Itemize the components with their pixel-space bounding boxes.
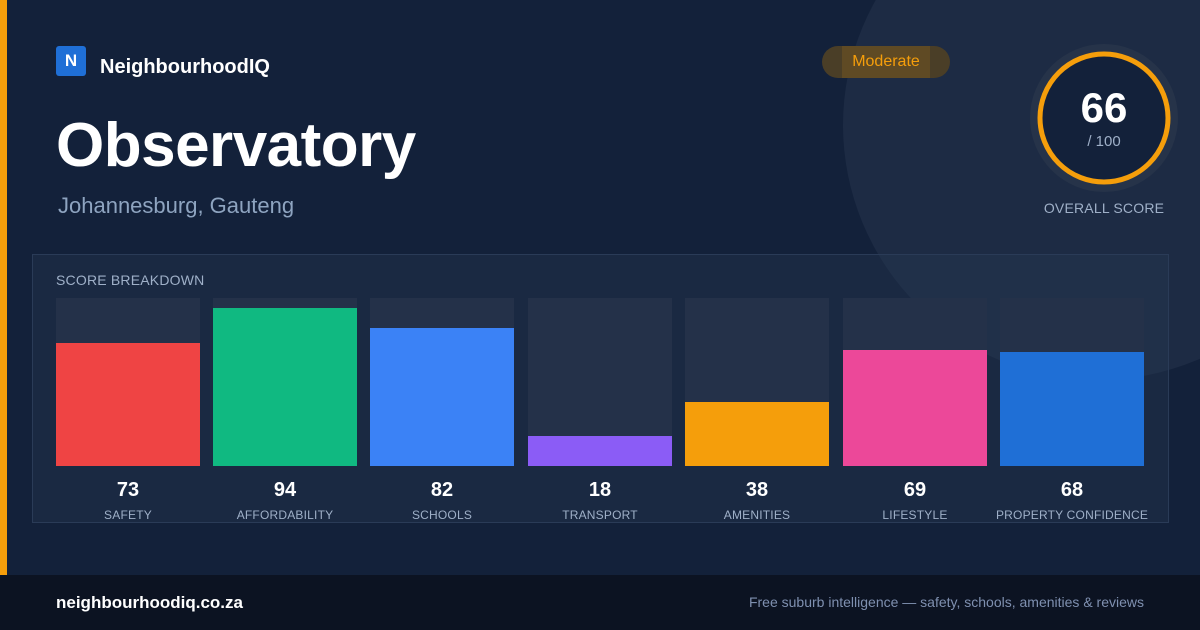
brand[interactable]: N NeighbourhoodIQ (56, 46, 270, 78)
score-item-safety: 73 SAFETY (56, 298, 200, 528)
suburb-location: Johannesburg, Gauteng (58, 193, 295, 218)
score-bar (56, 343, 200, 466)
brand-logo-icon: N (56, 46, 86, 76)
score-ring (1030, 44, 1178, 192)
score-item-affordability: 94 AFFORDABILITY (213, 298, 357, 528)
overall-score-value: 66 (1080, 84, 1128, 131)
score-bar (1000, 352, 1144, 466)
footer-tagline: Free suburb intelligence — safety, schoo… (748, 594, 1144, 610)
score-ring-inner (1042, 56, 1166, 180)
score-ring-arc (1037, 51, 1171, 185)
overall-score-max: / 100 (1087, 133, 1121, 150)
score-bar (685, 402, 829, 466)
score-bar-track (56, 298, 200, 466)
score-bar (213, 308, 357, 466)
score-bar-track (1000, 298, 1144, 466)
score-item-schools: 82 SCHOOLS (370, 298, 514, 528)
score-item-lifestyle: 69 LIFESTYLE (843, 298, 987, 528)
score-bar-value: 38 (745, 479, 769, 501)
score-bar-label: TRANSPORT (562, 508, 638, 522)
score-bar-track (370, 298, 514, 466)
score-bar-value: 18 (588, 479, 612, 501)
overall-score-label: OVERALL SCORE (1043, 200, 1165, 216)
score-item-amenities: 38 AMENITIES (685, 298, 829, 528)
footer-url[interactable]: neighbourhoodiq.co.za (56, 593, 243, 612)
score-bar-label: PROPERTY CONFIDENCE (995, 508, 1149, 522)
suburb-title: Observatory (56, 111, 416, 180)
brand-name: NeighbourhoodIQ (100, 55, 270, 78)
score-bar-value: 94 (273, 479, 297, 501)
score-bar-label: SCHOOLS (411, 508, 473, 522)
accent-bar (0, 0, 7, 575)
score-bar-value: 68 (1060, 479, 1084, 501)
score-bar-label: AFFORDABILITY (236, 508, 334, 522)
score-bar-track (685, 298, 829, 466)
score-bar-value: 82 (430, 479, 454, 501)
score-bar (843, 350, 987, 466)
rating-badge-label: Moderate (852, 53, 920, 70)
score-breakdown-title: SCORE BREAKDOWN (56, 272, 205, 288)
score-item-transport: 18 TRANSPORT (528, 298, 672, 528)
score-bar-track (843, 298, 987, 466)
score-bar (528, 436, 672, 466)
score-bar-label: SAFETY (104, 508, 152, 522)
score-bar-track (528, 298, 672, 466)
score-bar-track (213, 298, 357, 466)
score-bar-value: 69 (903, 479, 927, 501)
score-bar-value: 73 (116, 479, 140, 501)
score-bar-label: LIFESTYLE (882, 508, 948, 522)
score-bar-label: AMENITIES (723, 508, 791, 522)
rating-badge: Moderate (822, 46, 950, 78)
score-bar (370, 328, 514, 466)
footer (0, 575, 1200, 630)
score-item-property-confidence: 68 PROPERTY CONFIDENCE (996, 298, 1148, 528)
